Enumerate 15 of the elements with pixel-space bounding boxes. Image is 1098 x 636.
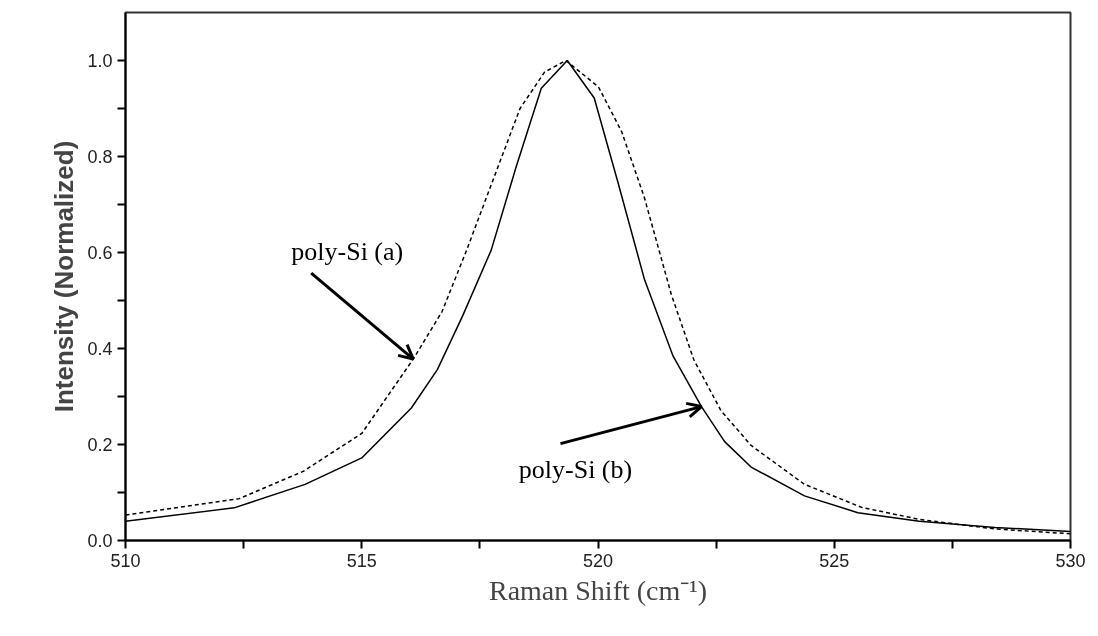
y-tick-label: 1.0 bbox=[87, 51, 113, 71]
y-tick-label: 0.2 bbox=[87, 435, 113, 455]
y-tick-label: 0.8 bbox=[87, 147, 113, 167]
y-tick-label: 0.4 bbox=[87, 339, 113, 359]
y-tick-label: 0.6 bbox=[87, 243, 113, 263]
x-tick-label: 530 bbox=[1055, 550, 1086, 571]
x-axis-title: Raman Shift (cm⁻¹) bbox=[488, 574, 708, 606]
x-tick-label: 510 bbox=[110, 550, 141, 571]
annotation: poly-Si (b) bbox=[518, 455, 633, 485]
x-tick-label: 520 bbox=[582, 550, 614, 571]
x-tick-label: 515 bbox=[346, 550, 377, 571]
x-tick-label: 525 bbox=[819, 550, 850, 571]
y-tick-label: 0.0 bbox=[87, 531, 113, 551]
y-axis-title: Intensity (Normalized) bbox=[49, 140, 80, 413]
annotation: poly-Si (a) bbox=[291, 236, 404, 266]
